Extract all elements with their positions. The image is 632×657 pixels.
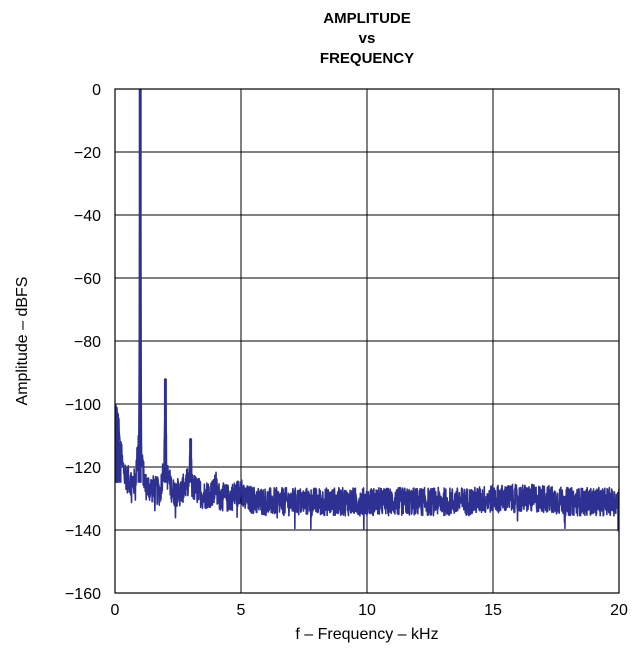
y-tick-label: −140 xyxy=(65,523,101,540)
x-tick-label: 0 xyxy=(111,602,120,619)
y-tick-label: −100 xyxy=(65,397,101,414)
chart-title-line: vs xyxy=(359,30,376,47)
chart-title-line: FREQUENCY xyxy=(320,50,414,67)
x-tick-label: 5 xyxy=(237,602,246,619)
y-tick-label: −120 xyxy=(65,460,101,477)
y-tick-label: −40 xyxy=(74,208,101,225)
y-axis-label: Amplitude – dBFS xyxy=(14,277,31,406)
y-tick-label: 0 xyxy=(92,82,101,99)
y-tick-label: −160 xyxy=(65,586,101,603)
spectrum-series-line xyxy=(115,89,619,532)
plot-frame xyxy=(114,88,620,594)
chart-title-line: AMPLITUDE xyxy=(323,10,411,27)
x-tick-label: 20 xyxy=(610,602,628,619)
x-tick-label: 10 xyxy=(358,602,376,619)
x-axis-label: f – Frequency – kHz xyxy=(295,626,438,643)
x-tick-label: 15 xyxy=(484,602,502,619)
plot-data xyxy=(115,89,619,532)
y-tick-label: −80 xyxy=(74,334,101,351)
y-tick-label: −20 xyxy=(74,145,101,162)
grid xyxy=(115,89,619,593)
chart-title: AMPLITUDE vs FREQUENCY xyxy=(320,10,414,67)
y-tick-label: −60 xyxy=(74,271,101,288)
y-tick-labels: 0 −20 −40 −60 −80 −100 −120 −140 −160 xyxy=(65,82,101,603)
x-tick-labels: 0 5 10 15 20 xyxy=(111,602,628,619)
